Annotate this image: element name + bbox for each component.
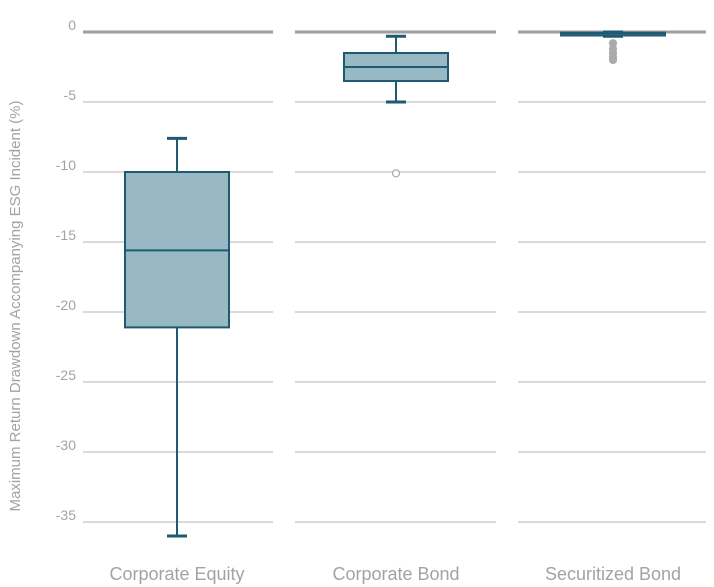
y-tick-label: -20	[56, 297, 76, 313]
y-tick-label: -10	[56, 157, 76, 173]
y-tick-labels: 0 -5 -10 -15 -20 -25 -30 -35	[56, 17, 76, 523]
y-tick-label: -15	[56, 227, 76, 243]
y-axis-title: Maximum Return Drawdown Accompanying ESG…	[7, 101, 24, 512]
outlier-point	[608, 55, 618, 65]
outlier-point	[391, 169, 401, 178]
box-group	[343, 34, 449, 178]
y-tick-label: -5	[64, 87, 77, 103]
y-tick-label: 0	[68, 17, 76, 33]
y-tick-label: -35	[56, 507, 76, 523]
category-labels: Corporate Equity Corporate Bond Securitize…	[109, 564, 681, 584]
category-label: Securitized Bond	[545, 564, 681, 584]
boxes	[124, 30, 666, 538]
box-group	[560, 30, 666, 65]
category-label: Corporate Equity	[109, 564, 244, 584]
box-group	[124, 136, 230, 538]
y-tick-label: -30	[56, 437, 76, 453]
y-tick-label: -25	[56, 367, 76, 383]
category-label: Corporate Bond	[332, 564, 459, 584]
